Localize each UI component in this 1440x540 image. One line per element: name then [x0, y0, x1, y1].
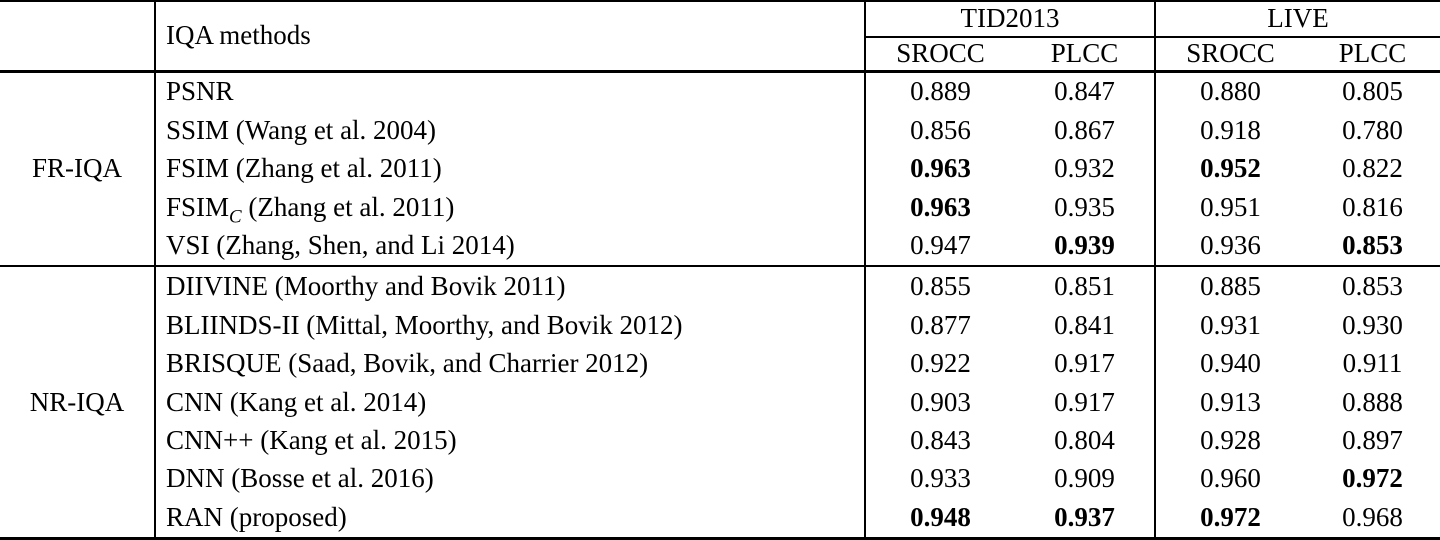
metric-value: 0.853: [1342, 271, 1403, 302]
header-row-metrics: SROCC PLCC SROCC PLCC: [0, 37, 1440, 71]
metric-value: 0.897: [1342, 424, 1403, 455]
metric-value: 0.856: [910, 114, 971, 145]
metric-value: 0.804: [1015, 421, 1157, 460]
metric-value: 0.851: [1015, 266, 1157, 306]
corner-cell: [0, 1, 156, 71]
metric-value: 0.889: [910, 76, 971, 107]
metric-value: 0.877: [910, 309, 971, 340]
metric-value: 0.948: [910, 502, 971, 533]
method-name: SSIM (Wang et al. 2004): [155, 111, 866, 150]
metric-value: 0.940: [1200, 348, 1261, 379]
metric-value: 0.841: [1015, 305, 1157, 345]
table-row: FR-IQA PSNR 0.889 0.847 0.880 0.805: [0, 71, 1440, 267]
metric-value: 0.917: [1015, 344, 1157, 383]
metric-value: 0.888: [1342, 386, 1403, 417]
method-name: FSIM (Zhang et al. 2011): [155, 149, 866, 189]
subcol-tid2013-plcc: PLCC: [1015, 37, 1157, 71]
metric-value: 0.918: [1200, 114, 1261, 145]
table-row: FSIMC (Zhang et al. 2011) 0.963 0.935 0.951…: [0, 188, 1440, 227]
subcol-tid2013-srocc: SROCC: [896, 38, 985, 69]
metric-value: 0.843: [910, 424, 971, 455]
method-name: BLIINDS-II (Mittal, Moorthy, and Bovik 2…: [155, 305, 866, 345]
metric-value: 0.972: [1342, 463, 1403, 494]
metric-value: 0.847: [1015, 71, 1157, 112]
metric-value: 0.951: [1200, 191, 1261, 222]
metric-value: 0.780: [1342, 114, 1403, 145]
group-label: FR-IQA: [0, 71, 156, 267]
metric-value: 0.939: [1015, 226, 1157, 267]
section-fr-iqa: FR-IQA PSNR 0.889 0.847 0.880 0.805 SSIM (Wang…: [0, 71, 1440, 267]
metric-value: 0.947: [910, 230, 971, 261]
metric-value: 0.880: [1200, 76, 1261, 107]
section-nr-iqa: NR-IQA DIIVINE (Moorthy and Bovik 2011) 0.…: [0, 266, 1440, 539]
table-row: SSIM (Wang et al. 2004) 0.856 0.867 0.918 0.…: [0, 111, 1440, 150]
dataset-header-tid2013: TID2013: [865, 1, 1157, 38]
table-row: BRISQUE (Saad, Bovik, and Charrier 2012)…: [0, 344, 1440, 383]
subcol-live-srocc: SROCC: [1186, 38, 1275, 69]
header-row-datasets: IQA methods TID2013 LIVE: [0, 1, 1440, 71]
metric-value: 0.855: [910, 271, 971, 302]
metric-value: 0.911: [1342, 348, 1403, 379]
method-name: VSI (Zhang, Shen, and Li 2014): [155, 226, 866, 267]
method-name: RAN (proposed): [155, 498, 866, 539]
method-name: DIIVINE (Moorthy and Bovik 2011): [155, 266, 866, 306]
metric-value: 0.935: [1015, 188, 1157, 227]
table-row: CNN++ (Kang et al. 2015) 0.843 0.804 0.928 0…: [0, 421, 1440, 460]
metric-value: 0.960: [1200, 463, 1261, 494]
metric-value: 0.885: [1200, 271, 1261, 302]
metric-value: 0.928: [1200, 424, 1261, 455]
metric-value: 0.937: [1015, 498, 1157, 539]
metric-value: 0.930: [1342, 309, 1403, 340]
method-name: BRISQUE (Saad, Bovik, and Charrier 2012): [155, 344, 866, 383]
method-name: CNN (Kang et al. 2014): [155, 382, 866, 422]
table-row: DNN (Bosse et al. 2016) 0.933 0.909 0.960 0.…: [0, 459, 1440, 499]
table-row: RAN (proposed) 0.948 0.937 0.972 0.968: [0, 498, 1440, 539]
metric-value: 0.805: [1342, 76, 1403, 107]
metric-value: 0.913: [1200, 386, 1261, 417]
metric-value: 0.853: [1342, 230, 1403, 261]
metric-value: 0.972: [1200, 502, 1261, 533]
metric-value: 0.822: [1342, 153, 1403, 184]
metric-value: 0.931: [1200, 309, 1261, 340]
metric-value: 0.933: [910, 463, 971, 494]
dataset-header-live: LIVE: [1155, 1, 1440, 38]
table-row: NR-IQA DIIVINE (Moorthy and Bovik 2011) 0.…: [0, 266, 1440, 539]
metric-value: 0.932: [1015, 149, 1157, 189]
group-label: NR-IQA: [0, 266, 156, 539]
method-name: CNN++ (Kang et al. 2015): [155, 421, 866, 460]
metric-value: 0.909: [1015, 459, 1157, 499]
metric-value: 0.968: [1342, 502, 1403, 533]
method-subscript: C: [229, 206, 242, 227]
metric-value: 0.936: [1200, 230, 1261, 261]
table-row: FSIM (Zhang et al. 2011) 0.963 0.932 0.952 0…: [0, 149, 1440, 189]
methods-column-header: IQA methods: [155, 1, 866, 71]
metric-value: 0.963: [910, 191, 971, 222]
metric-value: 0.917: [1015, 382, 1157, 422]
table-header: IQA methods TID2013 LIVE SROCC PLCC SROC…: [0, 1, 1440, 71]
subcol-live-plcc: PLCC: [1338, 38, 1407, 69]
metric-value: 0.952: [1200, 153, 1261, 184]
method-name: FSIMC (Zhang et al. 2011): [155, 188, 866, 227]
metric-value: 0.922: [910, 348, 971, 379]
metric-value: 0.903: [910, 386, 971, 417]
metric-value: 0.816: [1342, 191, 1403, 222]
table-row: CNN (Kang et al. 2014) 0.903 0.917 0.913 0.8…: [0, 382, 1440, 422]
method-name: DNN (Bosse et al. 2016): [155, 459, 866, 499]
method-name: PSNR: [155, 71, 866, 112]
metric-value: 0.867: [1015, 111, 1157, 150]
table-row: BLIINDS-II (Mittal, Moorthy, and Bovik 2…: [0, 305, 1440, 345]
table-row: VSI (Zhang, Shen, and Li 2014) 0.947 0.939…: [0, 226, 1440, 267]
metric-value: 0.963: [910, 153, 971, 184]
